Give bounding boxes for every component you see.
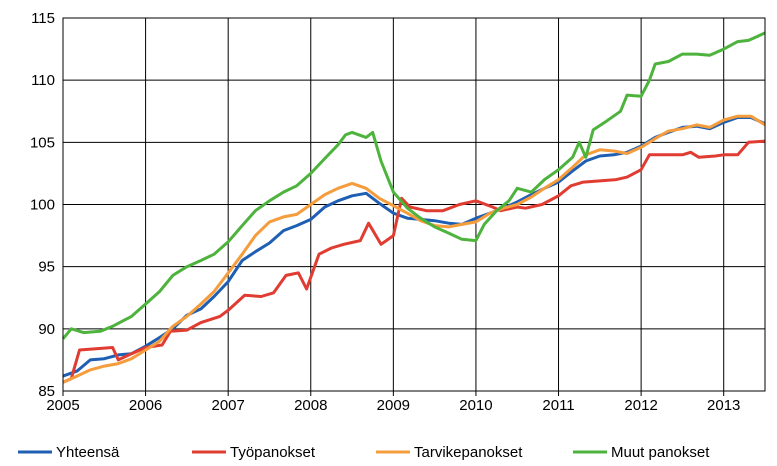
y-tick-label: 105 [30,134,55,151]
x-tick-label: 2005 [46,397,79,414]
gridlines [62,17,765,392]
series-line-muut-panokset [61,31,766,340]
series-line-tarvikepanokset [62,114,766,384]
legend: Yhteensä Työpanokset Tarvikepanokset Muut p… [18,444,710,461]
x-tick-label: 2012 [624,397,657,414]
series-line-ty-panokset [62,139,766,384]
y-tick-label: 95 [38,259,55,276]
x-tick-label: 2010 [459,397,492,414]
y-tick-label: 110 [31,72,55,89]
plot-frame [62,17,766,392]
legend-label: Yhteensä [56,444,120,461]
series-lines [61,31,766,384]
legend-label: Muut panokset [611,444,710,461]
x-tick-label: 2006 [129,397,162,414]
x-tick-label: 2013 [707,397,740,414]
y-tick-label: 100 [30,197,55,214]
x-tick-label: 2011 [542,397,574,414]
y-tick-label: 115 [31,10,55,27]
y-axis-tick-labels: 85 90 95 100 105 110 115 [30,10,55,400]
x-tick-label: 2007 [211,397,244,414]
x-tick-label: 2008 [294,397,327,414]
x-axis-tick-labels: 2005 2006 2007 2008 2009 2010 2011 2012 2013 [46,391,740,414]
legend-label: Työpanokset [230,444,316,461]
y-tick-label: 85 [38,383,55,400]
x-tick-label: 2009 [377,397,410,414]
y-tick-label: 90 [38,321,55,338]
legend-label: Tarvikepanokset [414,444,523,461]
